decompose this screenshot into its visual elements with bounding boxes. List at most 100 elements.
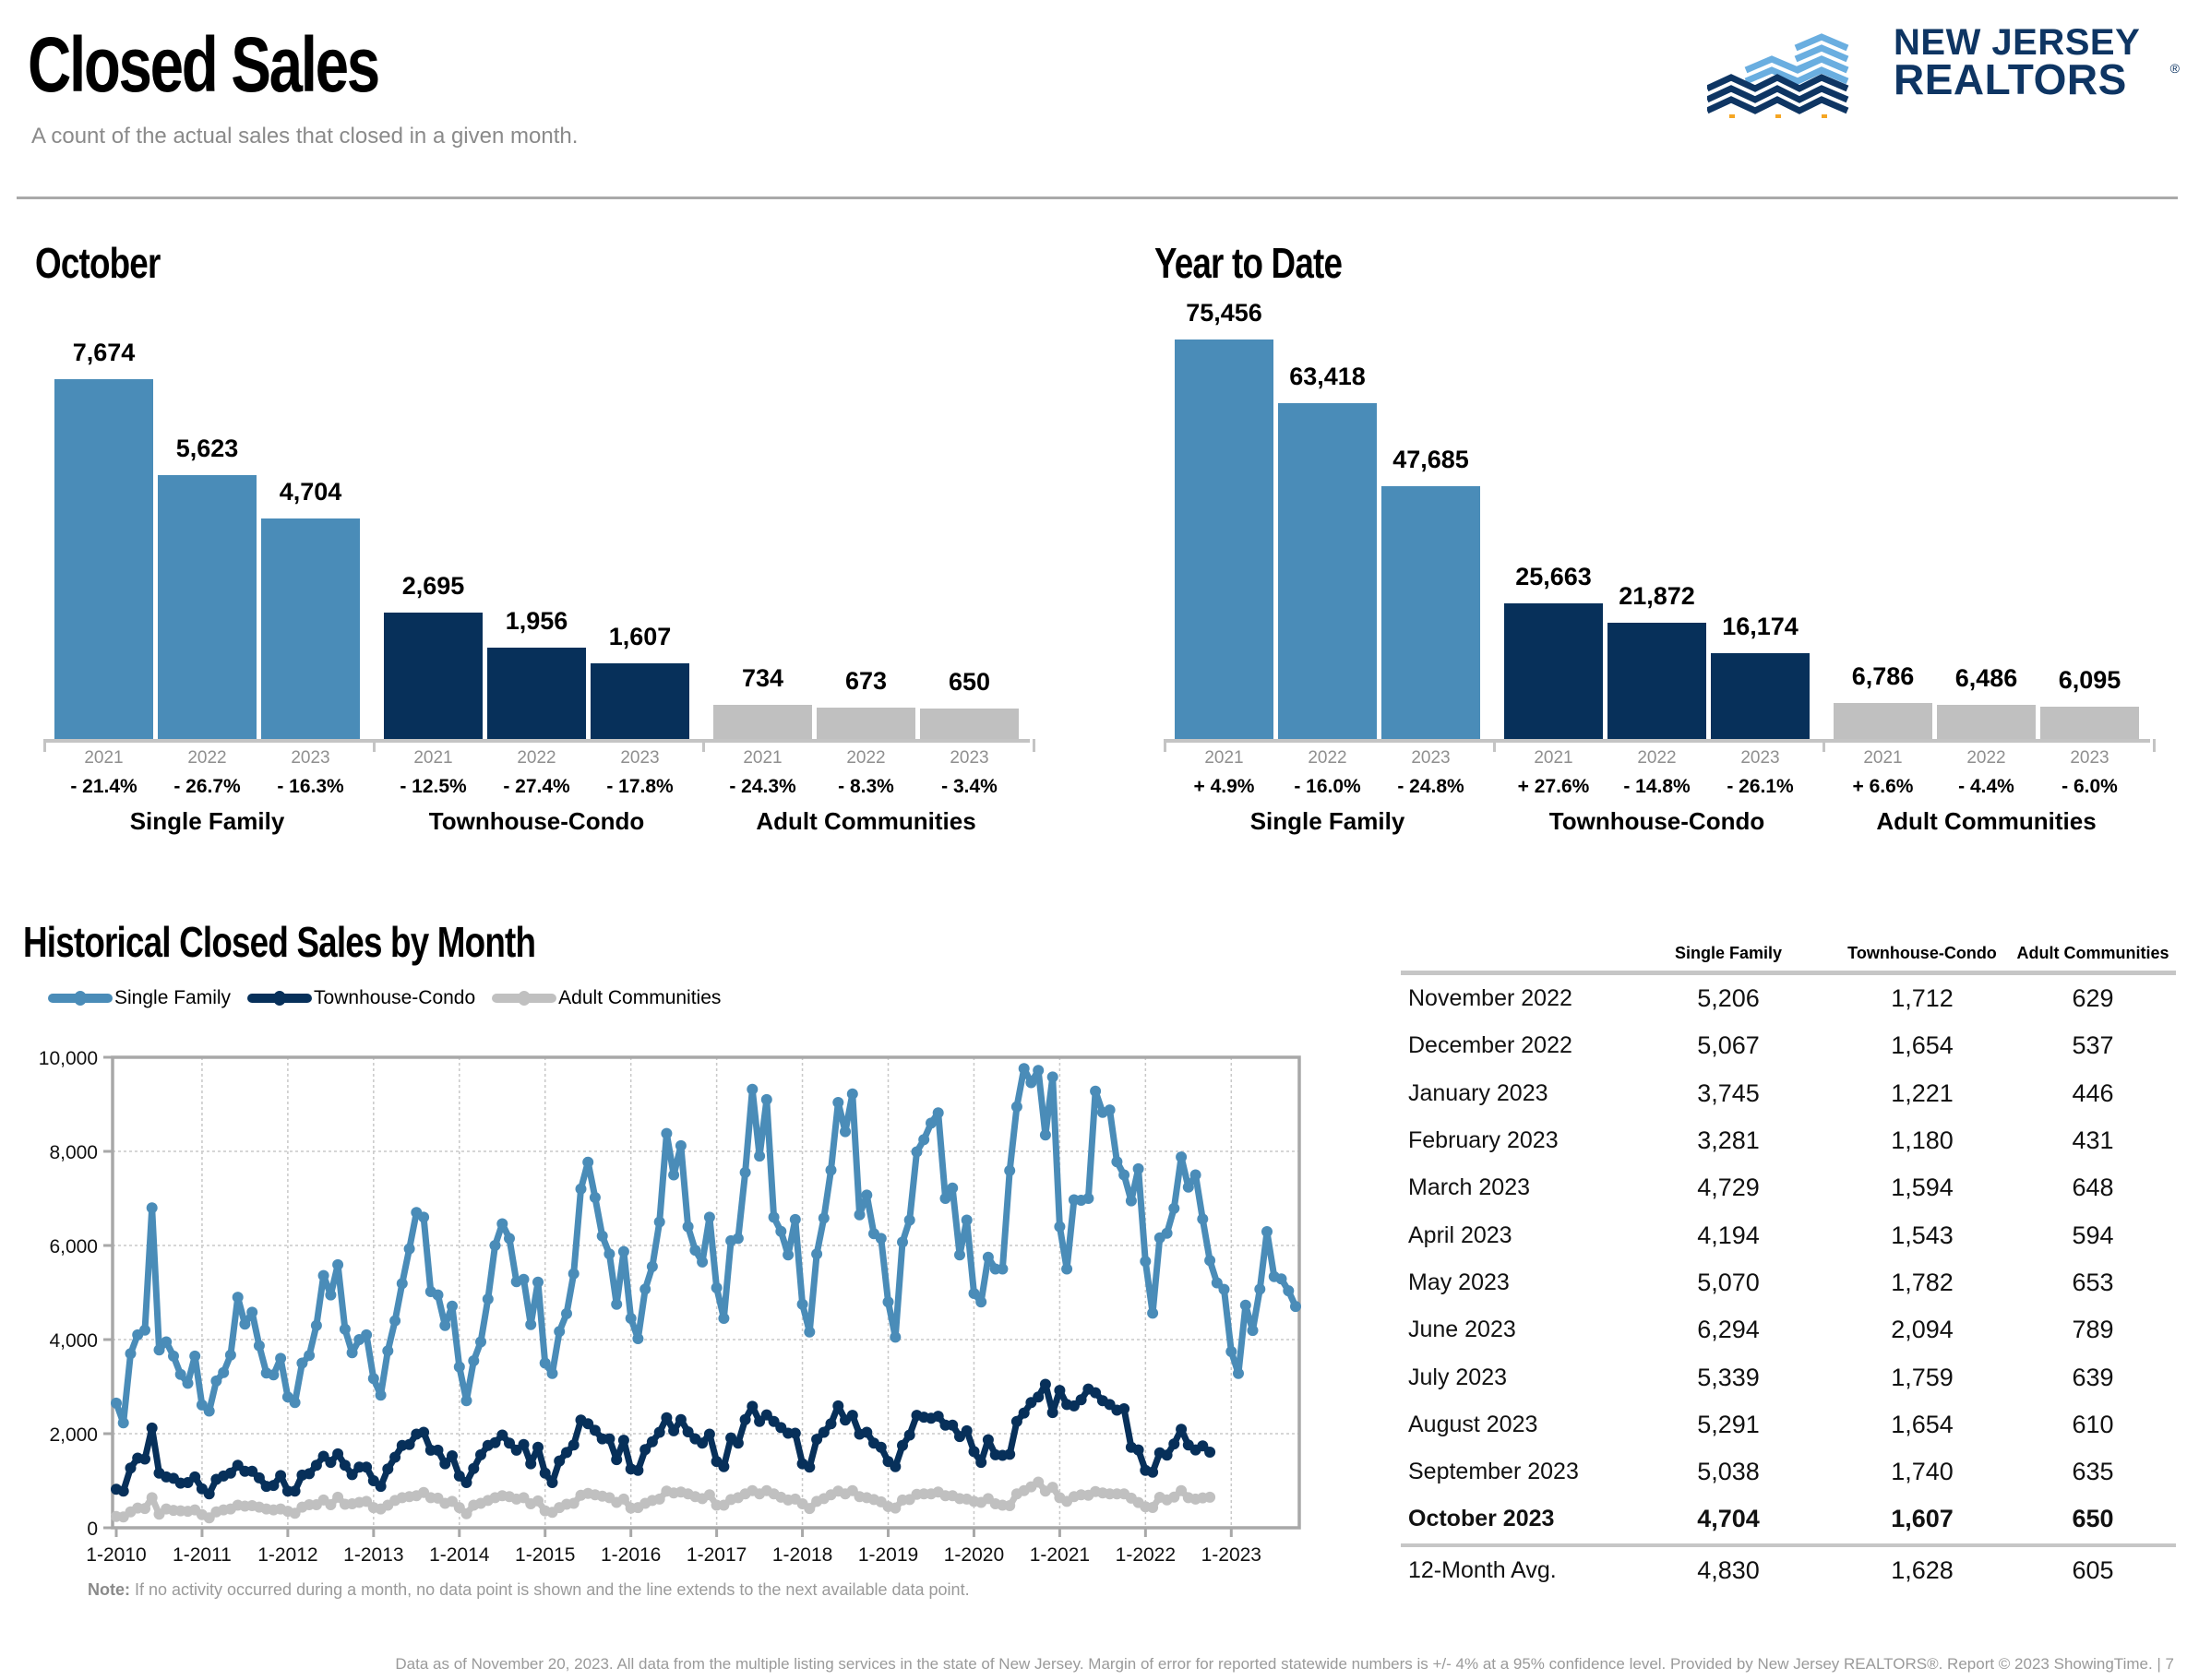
- data-point-townhouse-condo: [811, 1434, 823, 1446]
- bar-townhouse-condo-2022: [1607, 623, 1706, 739]
- x-tick-label: 1-2010: [86, 1544, 146, 1566]
- data-point-single-family: [296, 1357, 308, 1369]
- bar-year-label: 2022: [846, 748, 886, 768]
- data-point-single-family: [911, 1146, 923, 1158]
- data-point-townhouse-condo: [982, 1434, 994, 1446]
- table-row: July 2023 5,339 1,759 639: [1401, 1353, 2176, 1400]
- group-label-adult-communities: Adult Communities: [756, 807, 976, 835]
- bar-townhouse-condo-2021: [384, 613, 483, 739]
- data-point-single-family: [932, 1107, 944, 1119]
- bar-year-label: 2023: [620, 748, 660, 768]
- data-point-single-family: [747, 1083, 759, 1095]
- data-point-single-family: [861, 1189, 873, 1201]
- data-point-adult-communities: [325, 1499, 337, 1510]
- data-point-single-family: [125, 1348, 137, 1360]
- table-row-average: 12-Month Avg. 4,830 1,628 605: [1401, 1547, 2176, 1594]
- data-point-single-family: [596, 1230, 608, 1242]
- legend-label: Adult Communities: [558, 987, 722, 1008]
- data-point-townhouse-condo: [1039, 1378, 1051, 1390]
- data-point-single-family: [339, 1323, 351, 1335]
- x-tick-label: 1-2015: [515, 1544, 575, 1566]
- bar-single-family-2023: [261, 518, 360, 739]
- bar-year-label: 2023: [1740, 748, 1780, 768]
- bar-townhouse-condo-2022: [487, 647, 586, 739]
- y-tick-label: 2,000: [49, 1424, 98, 1446]
- data-point-single-family: [1204, 1255, 1216, 1267]
- data-point-townhouse-condo: [589, 1424, 601, 1436]
- data-point-townhouse-condo: [825, 1418, 837, 1430]
- data-point-single-family: [646, 1260, 658, 1272]
- data-point-single-family: [789, 1213, 801, 1225]
- data-point-townhouse-condo: [539, 1467, 551, 1479]
- data-point-townhouse-condo: [1197, 1440, 1209, 1452]
- bar-year-label: 2023: [291, 748, 330, 768]
- data-point-single-family: [854, 1209, 866, 1221]
- bar-pct-change: - 24.8%: [1397, 776, 1464, 797]
- data-point-single-family: [890, 1331, 902, 1343]
- data-point-single-family: [1218, 1283, 1230, 1295]
- data-point-townhouse-condo: [1147, 1466, 1159, 1478]
- data-point-townhouse-condo: [903, 1429, 915, 1441]
- data-point-single-family: [174, 1368, 186, 1380]
- bar-pct-change: + 4.9%: [1193, 776, 1255, 797]
- data-point-single-family: [1239, 1299, 1251, 1311]
- data-point-townhouse-condo: [246, 1465, 258, 1477]
- data-point-single-family: [146, 1202, 158, 1214]
- data-point-townhouse-condo: [739, 1413, 751, 1425]
- data-point-single-family: [903, 1214, 915, 1226]
- data-point-single-family: [475, 1336, 486, 1348]
- data-point-single-family: [1283, 1285, 1295, 1297]
- data-point-townhouse-condo: [403, 1438, 415, 1450]
- data-point-townhouse-condo: [203, 1488, 215, 1500]
- avg-single-family: 4,830: [1697, 1555, 1760, 1584]
- month-cell: August 2023: [1408, 1411, 1538, 1437]
- table-row: September 2023 5,038 1,740 635: [1401, 1448, 2176, 1495]
- footer-disclaimer: Data as of November 20, 2023. All data f…: [395, 1655, 2174, 1673]
- bar-year-label: 2021: [743, 748, 783, 768]
- bar-value-label: 650: [948, 667, 991, 696]
- data-point-single-family: [546, 1367, 558, 1379]
- registered-mark: ®: [2169, 61, 2180, 76]
- bar-value-label: 5,623: [175, 435, 239, 463]
- group-label-townhouse-condo: Townhouse-Condo: [428, 807, 645, 835]
- data-point-townhouse-condo: [346, 1469, 358, 1481]
- bar-axis-tick: [1164, 739, 1166, 752]
- data-point-townhouse-condo: [275, 1470, 287, 1482]
- data-point-adult-communities: [804, 1503, 816, 1515]
- data-point-single-family: [682, 1221, 694, 1233]
- bar-townhouse-condo-2023: [1711, 653, 1810, 739]
- data-point-single-family: [568, 1268, 580, 1280]
- data-point-adult-communities: [1176, 1484, 1188, 1496]
- data-point-single-family: [775, 1225, 787, 1237]
- data-point-single-family: [961, 1214, 973, 1226]
- bar-year-label: 2022: [1966, 748, 2006, 768]
- data-point-townhouse-condo: [697, 1437, 709, 1449]
- data-point-townhouse-condo: [1075, 1394, 1087, 1406]
- data-point-single-family: [1054, 1221, 1066, 1233]
- data-point-townhouse-condo: [146, 1422, 158, 1434]
- bar-value-label: 63,418: [1289, 363, 1366, 391]
- bar-pct-change: - 4.4%: [1958, 776, 2014, 797]
- data-point-single-family: [554, 1326, 566, 1338]
- data-point-adult-communities: [653, 1493, 665, 1505]
- bar-year-label: 2022: [1637, 748, 1677, 768]
- x-tick-label: 1-2011: [173, 1544, 232, 1566]
- data-point-single-family: [1233, 1367, 1244, 1379]
- data-point-townhouse-condo: [432, 1444, 444, 1456]
- bar-axis-line: [43, 739, 1030, 743]
- data-point-single-family: [918, 1134, 930, 1146]
- data-point-townhouse-condo: [632, 1464, 644, 1476]
- data-point-adult-communities: [1033, 1476, 1045, 1488]
- data-point-townhouse-condo: [617, 1435, 629, 1447]
- data-point-single-family: [1090, 1085, 1102, 1097]
- group-label-single-family: Single Family: [1249, 807, 1405, 835]
- legend-item-townhouse-condo: Townhouse-Condo: [247, 987, 475, 1009]
- data-point-single-family: [846, 1088, 858, 1100]
- data-point-single-family: [732, 1233, 744, 1245]
- data-point-townhouse-condo: [496, 1429, 508, 1441]
- page-subtitle: A count of the actual sales that closed …: [31, 124, 579, 149]
- month-cell: May 2023: [1408, 1269, 1510, 1295]
- bar-value-label: 1,607: [608, 623, 672, 651]
- data-point-single-family: [982, 1251, 994, 1263]
- table-row: December 2022 5,067 1,654 537: [1401, 1022, 2176, 1069]
